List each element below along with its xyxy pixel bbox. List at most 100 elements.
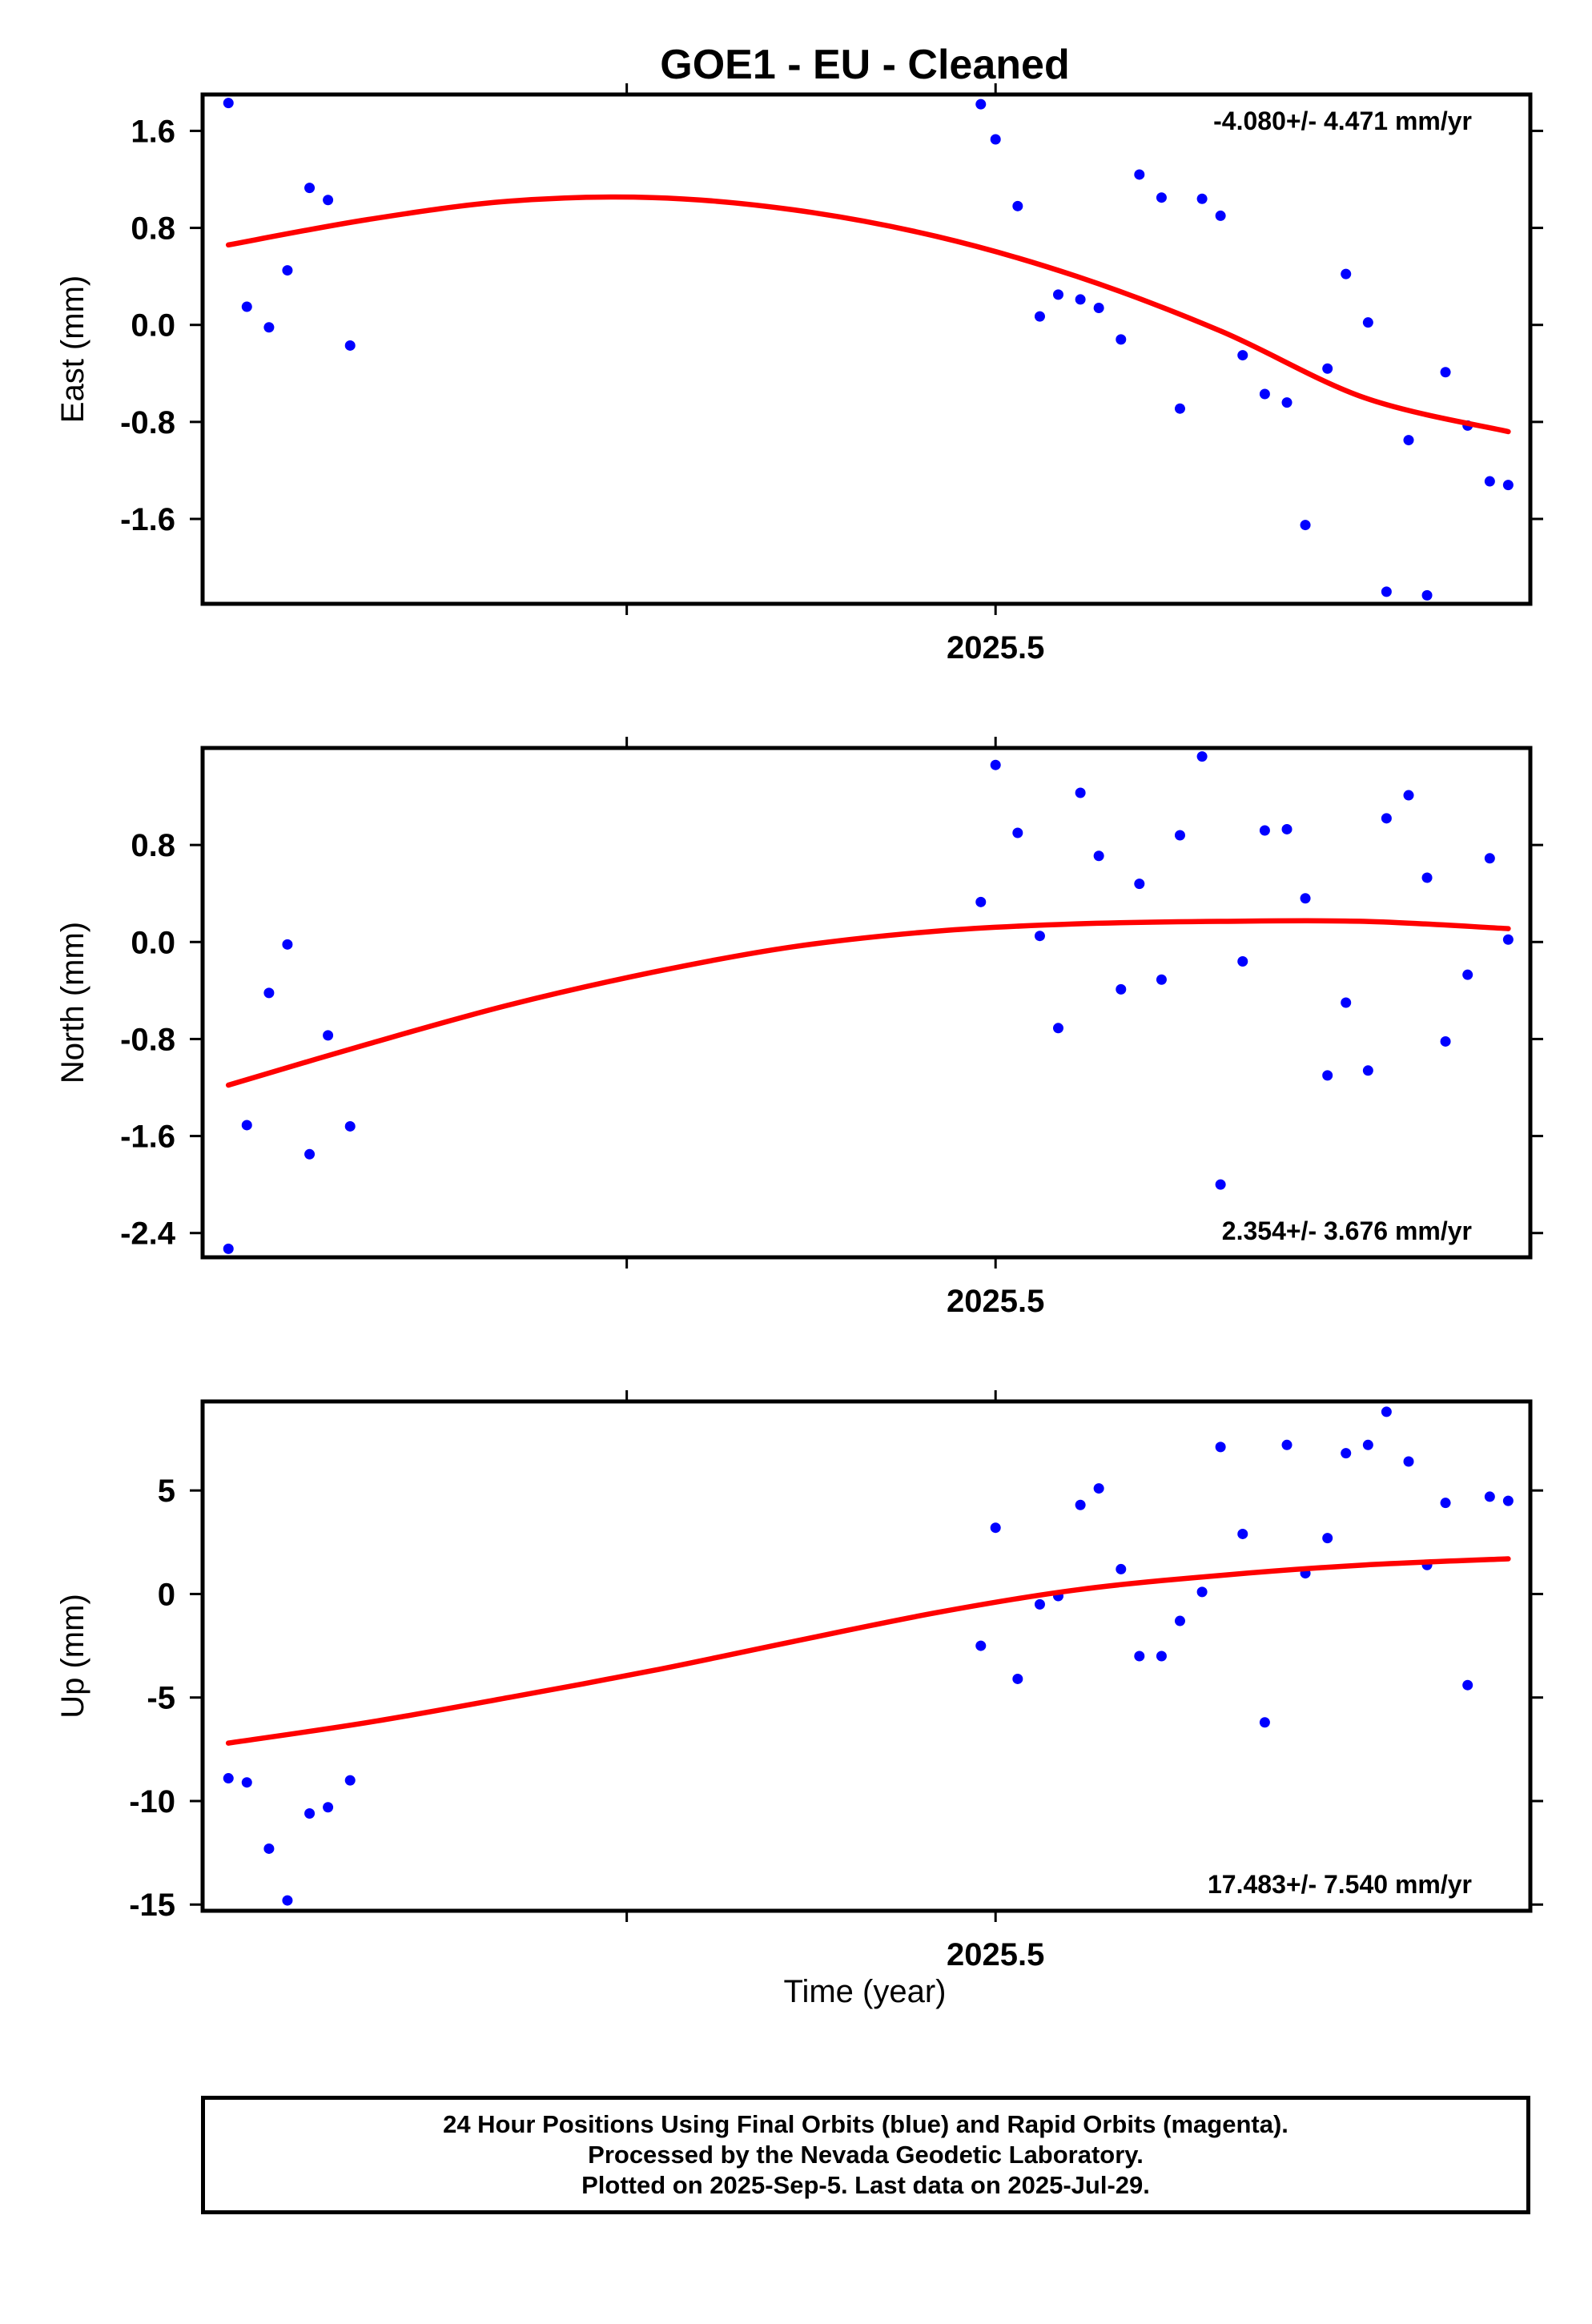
east-data-point: [1052, 289, 1063, 300]
north-data-point: [990, 759, 1001, 770]
east-data-point: [1440, 367, 1451, 378]
east-data-point: [1322, 363, 1333, 374]
east-data-point: [975, 99, 987, 110]
north-data-point: [323, 1030, 334, 1041]
north-data-point: [1215, 1179, 1226, 1190]
up-data-point: [975, 1640, 987, 1651]
north-xtick-label: 2025.5: [947, 1284, 1044, 1319]
up-data-point: [1237, 1528, 1248, 1539]
up-data-point: [1502, 1495, 1514, 1506]
north-data-point: [1381, 813, 1392, 824]
up-data-point: [1093, 1483, 1104, 1494]
up-data-point: [323, 1802, 334, 1813]
caption-box: 24 Hour Positions Using Final Orbits (bl…: [201, 2096, 1530, 2214]
north-data-point: [344, 1120, 356, 1132]
up-data-point: [1012, 1673, 1023, 1684]
north-data-point: [1322, 1070, 1333, 1081]
east-data-point: [263, 322, 275, 333]
up-data-point: [1440, 1498, 1451, 1509]
north-data-point: [1421, 872, 1433, 883]
north-data-point: [1259, 825, 1270, 836]
east-data-point: [344, 340, 356, 351]
north-data-point: [263, 987, 275, 999]
north-data-point: [1116, 983, 1127, 995]
east-data-point: [1034, 311, 1045, 322]
east-data-point: [1362, 317, 1373, 328]
up-data-point: [1484, 1491, 1495, 1502]
up-data-point: [223, 1773, 234, 1784]
east-data-point: [1381, 586, 1392, 597]
up-data-point: [282, 1895, 293, 1906]
up-ylabel: Up (mm): [55, 1594, 90, 1719]
north-data-point: [1196, 751, 1208, 762]
east-ytick-label: 0.0: [131, 308, 175, 344]
chart-title: GOE1 - EU - Cleaned: [660, 42, 1069, 88]
north-data-point: [1440, 1035, 1451, 1047]
north-data-point: [1281, 823, 1292, 834]
north-data-point: [304, 1148, 316, 1160]
north-data-point: [1052, 1023, 1063, 1034]
north-data-point: [1156, 974, 1167, 985]
east-data-point: [223, 98, 234, 109]
east-data-point: [1075, 294, 1086, 305]
up-data-point: [344, 1775, 356, 1786]
up-data-point: [241, 1777, 252, 1788]
east-xtick-label: 2025.5: [947, 630, 1044, 665]
up-data-point: [1362, 1439, 1373, 1450]
east-data-point: [282, 265, 293, 276]
east-data-point: [1421, 589, 1433, 601]
east-ytick-label: -0.8: [120, 405, 175, 440]
east-data-point: [1281, 397, 1292, 408]
east-data-point: [323, 195, 334, 206]
north-ytick-label: -0.8: [120, 1022, 175, 1057]
up-data-point: [1174, 1615, 1185, 1626]
north-ytick-label: 0.8: [131, 828, 175, 863]
up-data-point: [1281, 1439, 1292, 1450]
north-data-point: [1484, 853, 1495, 864]
east-ytick-label: 1.6: [131, 114, 175, 149]
up-data-point: [1259, 1717, 1270, 1728]
east-data-point: [1502, 480, 1514, 491]
east-data-point: [1116, 334, 1127, 345]
up-data-point: [1322, 1533, 1333, 1544]
north-data-point: [1300, 893, 1311, 904]
north-rate-annotation: 2.354+/- 3.676 mm/yr: [1222, 1216, 1472, 1245]
up-panel: 5 0 -5 -10 -15 2025.5 Up (mm) 17.483+/- 7.540 m…: [55, 1390, 1543, 1972]
east-ytick-label: -1.6: [120, 502, 175, 537]
north-data-point: [223, 1243, 234, 1254]
east-fit-curve: [225, 194, 1511, 435]
up-data-point: [1134, 1651, 1145, 1662]
east-data-point: [1237, 350, 1248, 361]
up-xtick-label: 2025.5: [947, 1937, 1044, 1972]
east-data-point: [1215, 210, 1226, 221]
north-ytick-label: 0.0: [131, 925, 175, 960]
east-panel: 1.6 0.8 0.0 -0.8 -1.6 2025.5 East (mm) -4.080+/…: [55, 83, 1543, 665]
caption-line-2: Processed by the Nevada Geodetic Laborat…: [588, 2141, 1144, 2169]
east-data-point: [1300, 520, 1311, 531]
caption-line-1: 24 Hour Positions Using Final Orbits (bl…: [443, 2110, 1288, 2138]
east-frame: [200, 92, 1533, 606]
east-data-point: [1403, 435, 1414, 446]
up-ytick-label: -15: [129, 1888, 175, 1923]
x-axis-label: Time (year): [784, 1974, 947, 2009]
north-data-point: [1403, 790, 1414, 801]
up-data-point: [1381, 1406, 1392, 1417]
north-data-point: [1362, 1065, 1373, 1076]
east-data-point: [1134, 169, 1145, 180]
north-data-point: [1502, 934, 1514, 945]
north-fit-curve: [225, 918, 1511, 1088]
north-data-point: [1341, 997, 1352, 1008]
north-data-point: [1034, 931, 1045, 942]
north-data-point: [241, 1120, 252, 1131]
up-data-point: [1075, 1499, 1086, 1510]
up-data-point: [1196, 1586, 1208, 1598]
east-ylabel: East (mm): [55, 275, 90, 423]
up-ytick-label: 5: [158, 1474, 175, 1509]
up-fit-curve: [225, 1556, 1511, 1746]
east-data-point: [1174, 403, 1185, 414]
north-data-point: [1237, 956, 1248, 967]
east-data-point: [1341, 268, 1352, 279]
north-ytick-label: -1.6: [120, 1120, 175, 1155]
east-data-point: [1156, 192, 1167, 203]
